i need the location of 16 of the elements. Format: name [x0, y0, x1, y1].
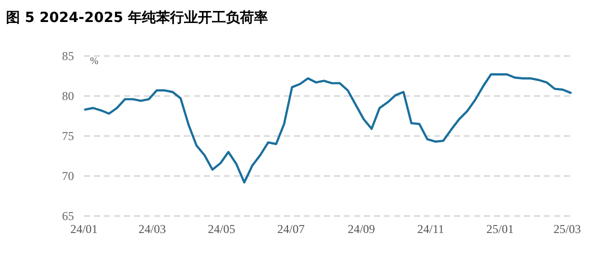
y-tick-label: 85 — [62, 49, 74, 63]
x-tick-label: 24/07 — [277, 222, 305, 236]
x-tick-label: 24/09 — [348, 222, 376, 236]
y-tick-label: 75 — [62, 129, 74, 143]
y-axis-title: % — [90, 56, 98, 67]
x-tick-label: 24/03 — [138, 222, 166, 236]
chart-title: 图 5 2024-2025 年纯苯行业开工负荷率 — [6, 9, 268, 26]
x-tick-label: 25/03 — [554, 222, 581, 236]
line-series — [84, 73, 572, 184]
y-tick-label: 65 — [62, 209, 74, 223]
x-tick-label: 24/05 — [208, 222, 236, 236]
y-tick-label: 80 — [62, 89, 74, 103]
x-tick-label: 24/01 — [70, 222, 98, 236]
x-tick-label: 25/01 — [486, 222, 514, 236]
y-tick-label: 70 — [62, 169, 74, 183]
x-tick-label: 24/11 — [417, 222, 444, 236]
